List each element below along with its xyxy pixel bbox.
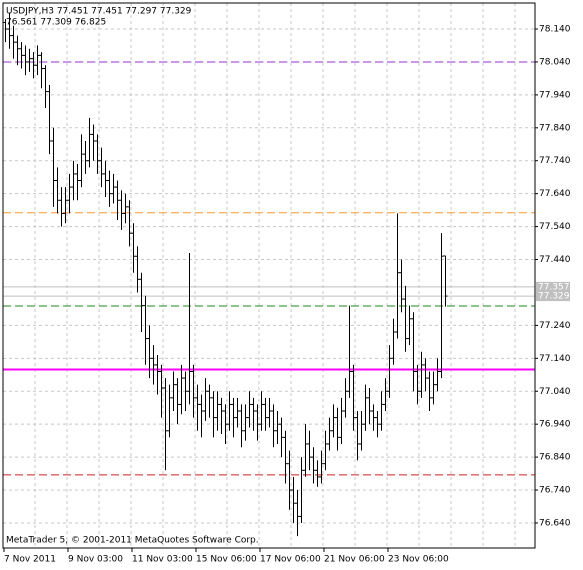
y-tick-label: 76.940 bbox=[539, 420, 571, 430]
copyright: MetaTrader 5, © 2001-2011 MetaQuotes Sof… bbox=[6, 536, 259, 546]
x-tick-label: 15 Nov 06:00 bbox=[196, 555, 257, 565]
marks bbox=[3, 12, 448, 537]
chart-subtitle: 76.561 77.309 76.825 bbox=[6, 18, 106, 28]
plot-frame bbox=[2, 2, 536, 549]
y-tick-label: 77.440 bbox=[539, 255, 571, 265]
y-tick-label: 77.740 bbox=[539, 156, 571, 166]
y-tick-label: 77.540 bbox=[539, 222, 571, 232]
x-tick-label: 21 Nov 06:00 bbox=[324, 555, 385, 565]
y-tick-label: 76.840 bbox=[539, 453, 571, 463]
y-tick-label: 77.840 bbox=[539, 123, 571, 133]
x-tick-label: 23 Nov 06:00 bbox=[388, 555, 449, 565]
price-tag-label: 77.357 bbox=[538, 282, 570, 292]
price-tag-label: 77.329 bbox=[538, 292, 570, 302]
y-tick-label: 77.040 bbox=[539, 387, 571, 397]
chart-title: USDJPY,H3 77.451 77.451 77.297 77.329 bbox=[6, 7, 192, 17]
y-tick-label: 77.240 bbox=[539, 321, 571, 331]
price-tag bbox=[536, 291, 570, 302]
x-tick-label: 7 Nov 2011 bbox=[4, 555, 56, 565]
y-tick-label: 77.940 bbox=[539, 90, 571, 100]
y-tick-label: 76.640 bbox=[539, 518, 571, 528]
x-tick-label: 9 Nov 03:00 bbox=[68, 555, 123, 565]
y-tick-label: 77.640 bbox=[539, 189, 571, 199]
y-tick-label: 77.140 bbox=[539, 354, 571, 364]
y-tick-label: 78.140 bbox=[539, 25, 571, 35]
x-tick-label: 11 Nov 03:00 bbox=[132, 555, 193, 565]
x-tick-label: 17 Nov 06:00 bbox=[260, 555, 321, 565]
y-tick-label: 78.040 bbox=[539, 57, 571, 67]
price-tag bbox=[536, 281, 570, 292]
y-tick-label: 76.740 bbox=[539, 486, 571, 496]
